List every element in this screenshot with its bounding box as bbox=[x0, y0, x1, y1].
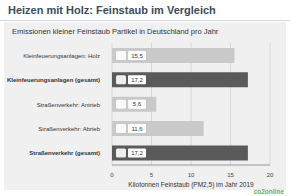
svg-text:10: 10 bbox=[188, 172, 195, 178]
svg-text:11,6: 11,6 bbox=[131, 126, 143, 132]
html-text:Emissionen kleiner Feinstaub P: Emissionen kleiner Feinstaub Partikel in… bbox=[12, 27, 219, 36]
svg-text:17,2: 17,2 bbox=[131, 150, 143, 156]
svg-text:Kleinfeuerungsanlagen (gesamt): Kleinfeuerungsanlagen (gesamt) bbox=[8, 77, 100, 83]
svg-text:5: 5 bbox=[150, 172, 154, 178]
svg-text:Straßenverkehr: Antrieb: Straßenverkehr: Antrieb bbox=[37, 102, 101, 108]
svg-text:17,2: 17,2 bbox=[131, 77, 143, 83]
html-text:Heizen mit Holz: Feinstaub im: Heizen mit Holz: Feinstaub im Vergleich bbox=[8, 4, 216, 16]
svg-text:15: 15 bbox=[227, 172, 234, 178]
svg-text:15,5: 15,5 bbox=[131, 53, 143, 59]
svg-text:Straßenverkehr: Abrieb: Straßenverkehr: Abrieb bbox=[38, 126, 100, 132]
svg-text:0: 0 bbox=[110, 172, 114, 178]
svg-text:Kleinfeuerungsanlagen: Holz: Kleinfeuerungsanlagen: Holz bbox=[23, 53, 100, 59]
svg-text:Straßenverkehr (gesamt): Straßenverkehr (gesamt) bbox=[29, 150, 100, 156]
html-text:co2online: co2online bbox=[253, 188, 284, 195]
svg-text:5,6: 5,6 bbox=[133, 101, 142, 107]
svg-text:20: 20 bbox=[267, 172, 274, 178]
svg-text:Kilotonnen Feinstaub (PM2,5) i: Kilotonnen Feinstaub (PM2,5) im Jahr 201… bbox=[128, 181, 254, 189]
